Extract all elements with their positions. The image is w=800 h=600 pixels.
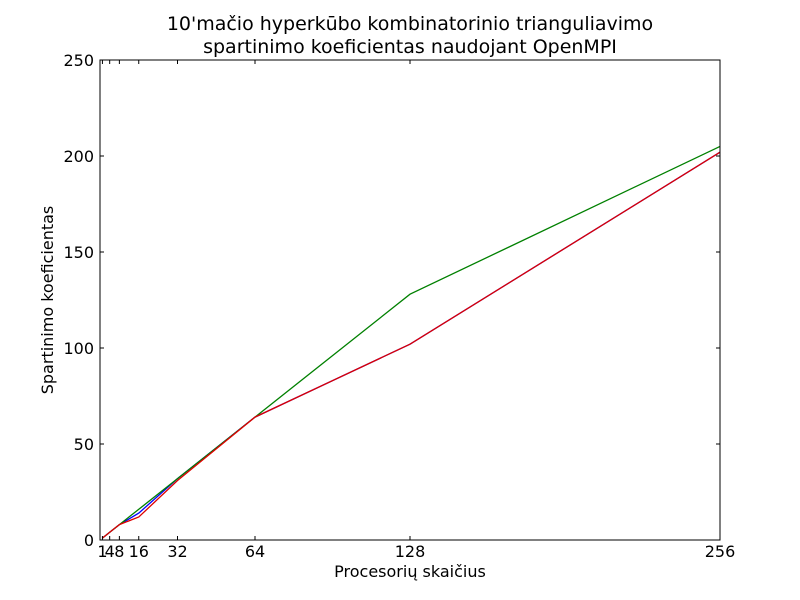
- y-tick-label: 100: [63, 339, 94, 358]
- x-tick-label: 16: [129, 542, 149, 561]
- y-axis-label: Spartinimo koeficientas: [38, 206, 57, 395]
- chart-title-line-2: spartinimo koeficientas naudojant OpenMP…: [203, 36, 617, 58]
- ticks-layer: 14 8 16 32 64 128 256 0 50 100 150 200 250: [63, 51, 735, 561]
- series-line-2: [101, 145, 721, 539]
- y-tick-label: 250: [63, 51, 94, 70]
- x-tick-label: 64: [245, 542, 265, 561]
- chart-title-line-1: 10'mačio hyperkūbo kombinatorinio triang…: [167, 13, 653, 35]
- series-line-3: [101, 151, 721, 539]
- x-tick-label: 1: [97, 542, 107, 561]
- x-tick-label: 256: [705, 542, 736, 561]
- x-tick-label: 4: [105, 542, 115, 561]
- x-tick-label: 8: [114, 542, 124, 561]
- x-tick-label: 128: [395, 542, 426, 561]
- y-tick-label: 50: [74, 435, 94, 454]
- x-axis-label: Procesorių skaičius: [334, 562, 486, 581]
- series-layer: [101, 145, 721, 539]
- y-tick-label: 150: [63, 243, 94, 262]
- y-tick-label: 0: [84, 531, 94, 550]
- x-tick-label: 32: [167, 542, 187, 561]
- y-tick-label: 200: [63, 147, 94, 166]
